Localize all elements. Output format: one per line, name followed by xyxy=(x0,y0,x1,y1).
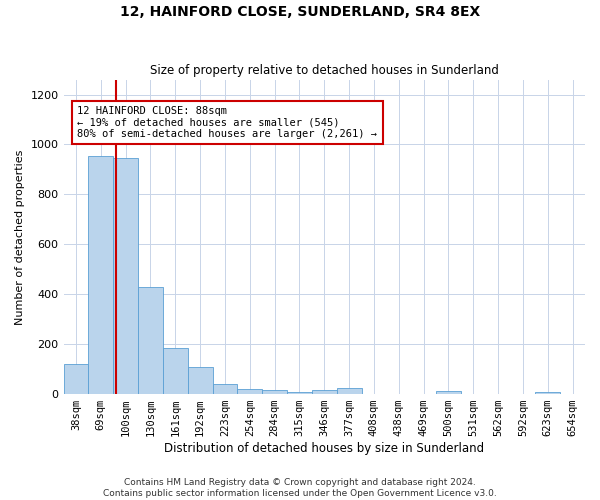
Bar xyxy=(138,286,163,394)
X-axis label: Distribution of detached houses by size in Sunderland: Distribution of detached houses by size … xyxy=(164,442,484,455)
Bar xyxy=(262,390,287,394)
Bar xyxy=(113,158,138,394)
Bar xyxy=(312,390,337,394)
Bar xyxy=(535,392,560,394)
Bar xyxy=(238,389,262,394)
Bar xyxy=(337,388,362,394)
Bar xyxy=(64,364,88,394)
Bar xyxy=(287,392,312,394)
Text: Contains HM Land Registry data © Crown copyright and database right 2024.
Contai: Contains HM Land Registry data © Crown c… xyxy=(103,478,497,498)
Bar xyxy=(212,384,238,394)
Text: 12 HAINFORD CLOSE: 88sqm
← 19% of detached houses are smaller (545)
80% of semi-: 12 HAINFORD CLOSE: 88sqm ← 19% of detach… xyxy=(77,106,377,139)
Bar xyxy=(163,348,188,394)
Bar xyxy=(436,391,461,394)
Bar xyxy=(188,366,212,394)
Bar xyxy=(88,156,113,394)
Y-axis label: Number of detached properties: Number of detached properties xyxy=(15,149,25,324)
Title: Size of property relative to detached houses in Sunderland: Size of property relative to detached ho… xyxy=(150,64,499,77)
Text: 12, HAINFORD CLOSE, SUNDERLAND, SR4 8EX: 12, HAINFORD CLOSE, SUNDERLAND, SR4 8EX xyxy=(120,5,480,19)
